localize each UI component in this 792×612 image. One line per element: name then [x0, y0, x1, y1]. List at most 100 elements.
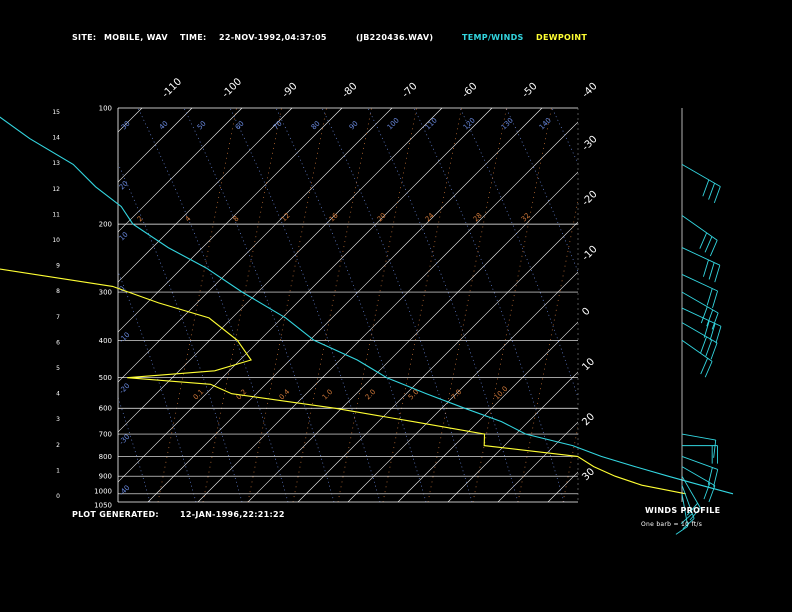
wind-barb — [681, 475, 701, 521]
legend-dewpoint: DEWPOINT — [536, 33, 588, 42]
right-temp-tick-label: 0 — [580, 306, 592, 318]
wind-barb-shaft — [681, 339, 713, 362]
temperature-curve — [0, 116, 734, 495]
wind-barb-flag — [704, 361, 713, 378]
wind-barb-flag — [703, 320, 710, 338]
pressure-tick-label: 900 — [99, 473, 112, 481]
top-temp-tick-label: -50 — [520, 81, 539, 100]
wind-barb-flag — [682, 518, 695, 530]
plot-generated-value: 12-JAN-1996,22:21:22 — [180, 510, 285, 519]
wind-barb-shaft — [681, 247, 721, 266]
wind-barb-shaft — [681, 466, 716, 486]
isotherm — [347, 271, 578, 502]
wind-barb — [675, 493, 689, 535]
mixing-ratio-line — [427, 108, 507, 502]
isotherm — [118, 108, 393, 383]
mixing-ratio-line — [562, 424, 578, 502]
wind-barb — [681, 247, 721, 283]
altitude-tick-label: 12 — [52, 186, 60, 193]
mixing-ratio-label: 24 — [424, 211, 436, 223]
dry-adiabat — [367, 108, 519, 502]
wind-barb-flag — [710, 342, 718, 360]
dry-adiabat — [598, 108, 748, 502]
altitude-tick-label: 0 — [56, 493, 60, 500]
wind-barb-flag — [713, 439, 717, 458]
isotherm — [118, 108, 493, 483]
top-temp-tick-label: -60 — [460, 81, 479, 100]
wind-barb-flag — [711, 312, 719, 330]
dry-adiabat — [321, 108, 473, 502]
wind-barb — [681, 307, 722, 344]
mixing-ratio-low-label: 7.0 — [450, 388, 464, 402]
isotherm — [118, 108, 293, 283]
pressure-tick-label: 600 — [99, 405, 112, 413]
pressure-tick-label: 800 — [99, 453, 112, 461]
pressure-tick-label: 400 — [99, 337, 112, 345]
mixing-ratio-label: 12 — [280, 211, 292, 223]
isotherm — [698, 108, 792, 502]
mixing-ratio-line — [202, 108, 282, 502]
top-temp-tick-label: -70 — [400, 81, 419, 100]
wind-barb — [681, 291, 719, 330]
altitude-tick-label: 13 — [52, 160, 60, 167]
right-temp-tick-label: -20 — [580, 189, 599, 208]
altitude-tick-label: 14 — [52, 135, 60, 142]
mixing-ratio-label: 28 — [472, 211, 484, 223]
wind-barb-shaft — [681, 485, 695, 519]
mixing-ratio-line — [337, 108, 417, 502]
altitude-tick-label: 9 — [56, 263, 60, 270]
wind-barb-shaft — [681, 475, 701, 509]
wind-barb — [681, 339, 713, 378]
altitude-tick-label: 1 — [56, 467, 60, 474]
wind-barb-flag — [689, 507, 701, 521]
isotherm — [748, 108, 792, 502]
file-name: (JB220436.WAV) — [356, 33, 434, 42]
wind-barb — [681, 433, 717, 458]
wind-barb-flag — [715, 326, 722, 344]
dry-adiabat-left-label: -10 — [118, 331, 132, 345]
altitude-tick-label: 2 — [56, 442, 60, 449]
right-temp-tick-label: -10 — [580, 244, 599, 263]
wind-barb-flag — [686, 502, 698, 516]
mixing-ratio-line — [517, 199, 578, 502]
dry-adiabat — [275, 108, 427, 502]
pressure-tick-label: 700 — [99, 431, 112, 439]
altitude-tick-label: 15 — [52, 109, 60, 116]
right-temp-tick-label: -30 — [580, 134, 599, 153]
mixing-ratio-line — [382, 108, 462, 502]
mixing-ratio-label: 8 — [232, 215, 241, 224]
altitude-tick-label: 4 — [56, 391, 60, 398]
mixing-ratio-line — [292, 108, 372, 502]
dry-adiabat-label: 100 — [386, 116, 401, 131]
mixing-ratio-line — [157, 108, 237, 502]
mixing-ratio-low-label: 0.1 — [192, 388, 206, 402]
isotherm — [147, 108, 543, 502]
wind-barb-flag — [704, 236, 713, 253]
mixing-ratio-line — [472, 108, 552, 502]
dry-adiabat — [118, 396, 151, 502]
mixing-ratio-low-label: 1.0 — [321, 388, 335, 402]
top-temp-tick-label: -100 — [220, 76, 244, 100]
dry-adiabat-label: 140 — [538, 116, 553, 131]
wind-barb-shaft — [681, 274, 718, 292]
wind-barb-flag — [712, 290, 719, 309]
wind-barb-shaft — [681, 291, 719, 314]
mixing-ratio-label: 20 — [376, 211, 388, 223]
wind-barb-flag — [709, 323, 716, 341]
isotherm — [648, 108, 792, 502]
wind-barb-flag — [700, 336, 707, 354]
pressure-tick-label: 300 — [99, 289, 112, 297]
dry-adiabat — [505, 108, 578, 273]
time-value: 22-NOV-1992,04:37:05 — [219, 33, 327, 42]
pressure-tick-label: 100 — [99, 105, 112, 113]
wind-barb-flag — [705, 339, 713, 357]
dry-adiabat — [118, 162, 243, 502]
isotherm — [497, 421, 578, 502]
pressure-tick-label: 1050 — [94, 502, 112, 510]
mixing-ratio-label: 16 — [328, 211, 340, 223]
right-temp-tick-label: 30 — [580, 466, 597, 483]
legend-temp-winds: TEMP/WINDS — [462, 33, 524, 42]
site-value: MOBILE, WAV — [104, 33, 168, 42]
mixing-ratio-low-label: 0.4 — [278, 387, 292, 401]
